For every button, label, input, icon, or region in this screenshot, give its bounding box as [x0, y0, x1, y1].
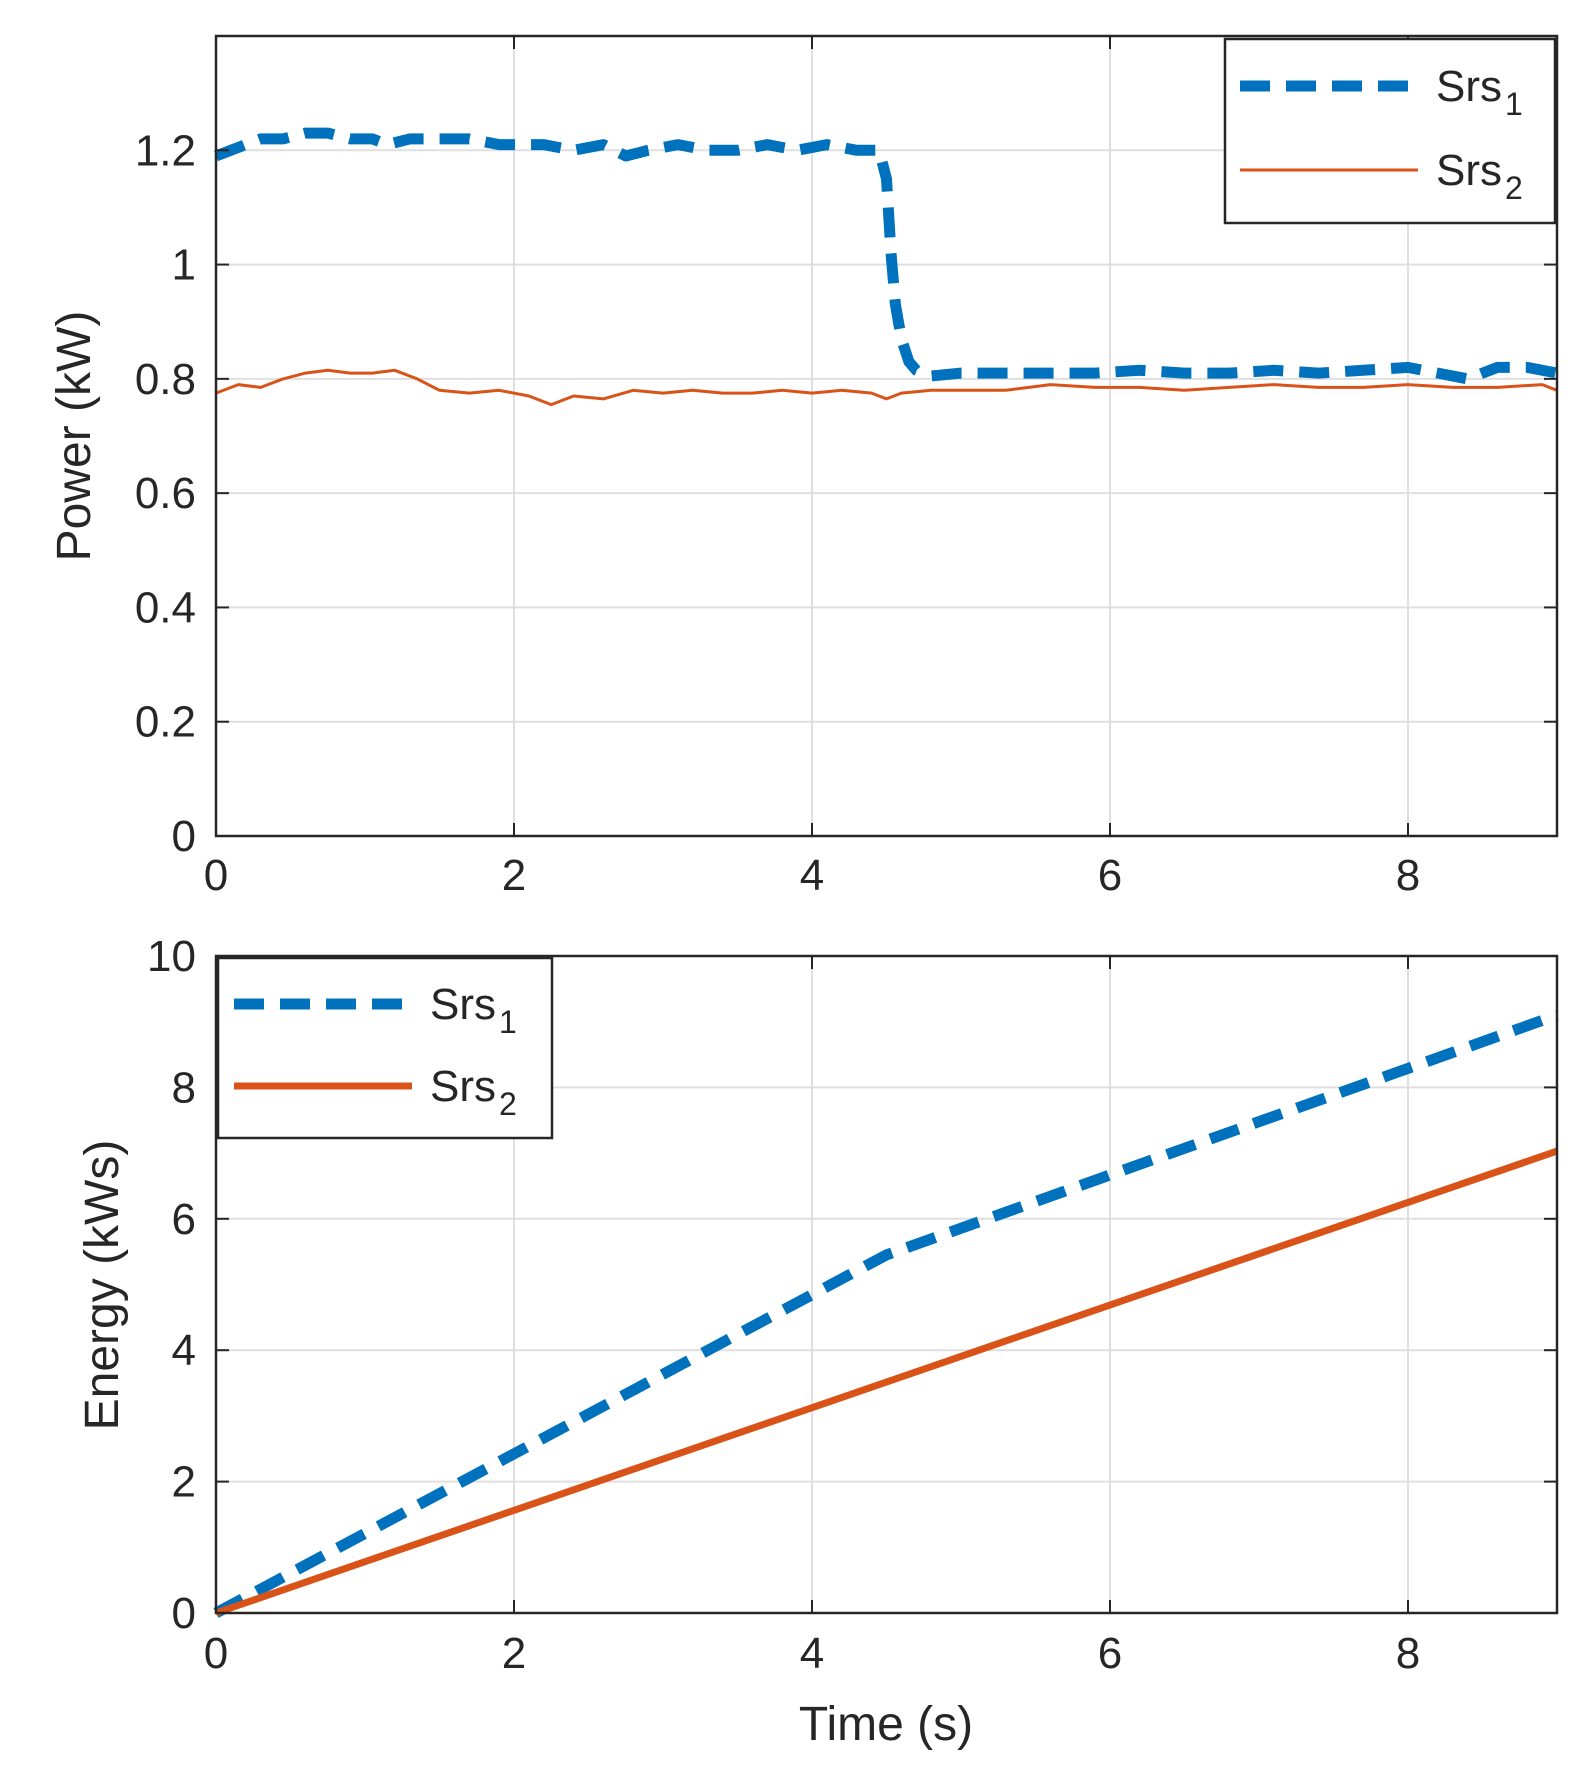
- power-y-tick-label: 0.6: [135, 469, 196, 518]
- energy-chart: 0 2 4 6 8 0 2 4 6 8 10 Energy (kWs) Time (s) Srs1…: [76, 932, 1559, 1751]
- energy-x-tick-label: 0: [204, 1629, 228, 1678]
- power-legend[interactable]: Srs1 Srs2: [1223, 37, 1557, 225]
- energy-x-axis-label: Time (s): [799, 1698, 973, 1751]
- power-x-tick-labels: 0 2 4 6 8: [204, 851, 1420, 900]
- power-legend-label-srs2: Srs2: [1436, 146, 1523, 206]
- power-y-tick-label: 0.4: [135, 583, 196, 632]
- power-y-tick-label: 0.2: [135, 698, 196, 747]
- power-legend-box: [1223, 37, 1557, 225]
- power-series-lines: [214, 127, 1559, 407]
- energy-y-tick-label: 10: [147, 932, 196, 981]
- energy-legend-srs2-name: Srs: [430, 1062, 496, 1111]
- power-y-tick-label: 1.2: [135, 126, 196, 175]
- power-y-axis-label: Power (kW): [48, 311, 101, 562]
- energy-grid: [216, 956, 1557, 1613]
- energy-y-tick-label: 0: [172, 1589, 196, 1638]
- energy-series-lines: [213, 1009, 1559, 1618]
- energy-x-tick-label: 4: [800, 1629, 824, 1678]
- power-y-tick-label: 1: [172, 241, 196, 290]
- power-legend-srs2-name: Srs: [1436, 146, 1502, 195]
- power-x-tick-label: 0: [204, 851, 228, 900]
- power-series-line-srs1: [214, 127, 1559, 385]
- energy-y-tick-label: 6: [172, 1195, 196, 1244]
- energy-series-line-srs2: [214, 1147, 1559, 1617]
- energy-legend-box: [216, 956, 554, 1140]
- energy-x-tick-labels: 0 2 4 6 8: [204, 1629, 1420, 1678]
- power-ticks: [215, 36, 1557, 837]
- energy-y-tick-label: 8: [172, 1063, 196, 1112]
- power-y-tick-labels: 0 0.2 0.4 0.6 0.8 1 1.2: [135, 126, 196, 861]
- energy-series-line-srs1: [213, 1009, 1559, 1618]
- power-x-tick-label: 8: [1396, 851, 1420, 900]
- power-x-tick-label: 2: [502, 851, 526, 900]
- energy-legend-label-srs2: Srs2: [430, 1062, 517, 1122]
- energy-y-tick-label: 4: [172, 1326, 196, 1375]
- power-y-tick-label: 0: [172, 812, 196, 861]
- power-chart: 0 2 4 6 8 0 0.2 0.4 0.6 0.8 1 1.2 Power (kW) Srs1 …: [48, 34, 1559, 900]
- power-axes-box: [214, 34, 1559, 838]
- power-legend-srs2-sub: 2: [1505, 170, 1523, 206]
- power-x-tick-label: 6: [1098, 851, 1122, 900]
- power-legend-srs1-name: Srs: [1436, 62, 1502, 111]
- energy-legend-srs2-sub: 2: [499, 1086, 517, 1122]
- power-y-tick-label: 0.8: [135, 355, 196, 404]
- energy-y-axis-label: Energy (kWs): [76, 1140, 129, 1431]
- power-legend-label-srs1: Srs1: [1436, 62, 1523, 122]
- energy-x-tick-label: 8: [1396, 1629, 1420, 1678]
- energy-x-tick-label: 2: [502, 1629, 526, 1678]
- energy-legend-srs1-sub: 1: [499, 1004, 517, 1040]
- energy-legend-label-srs1: Srs1: [430, 980, 517, 1040]
- energy-x-tick-label: 6: [1098, 1629, 1122, 1678]
- power-legend-srs1-sub: 1: [1505, 86, 1523, 122]
- energy-legend[interactable]: Srs1 Srs2: [216, 956, 554, 1140]
- power-x-tick-label: 4: [800, 851, 824, 900]
- energy-axes-box: [214, 954, 1559, 1615]
- energy-y-tick-label: 2: [172, 1458, 196, 1507]
- energy-legend-srs1-name: Srs: [430, 980, 496, 1029]
- power-series-line-srs2: [215, 368, 1558, 407]
- energy-y-tick-labels: 0 2 4 6 8 10: [147, 932, 196, 1638]
- energy-ticks: [215, 955, 1557, 1614]
